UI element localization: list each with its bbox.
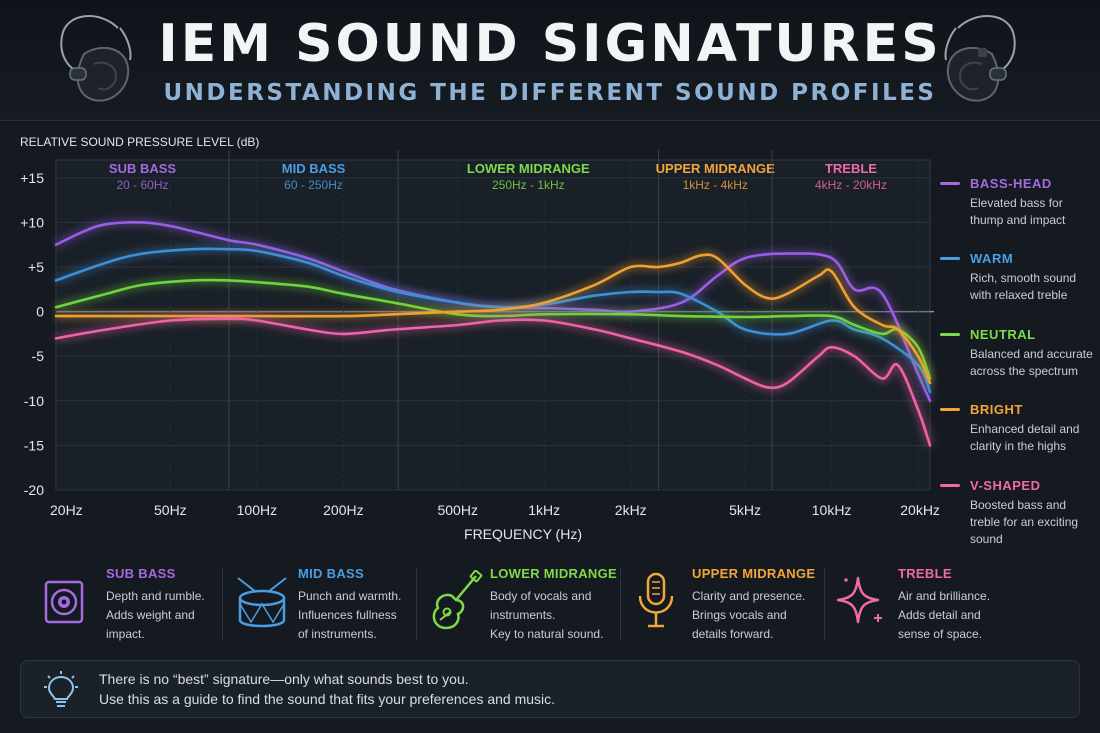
series-line-warm <box>54 247 932 394</box>
legend-item-neutral: NEUTRAL Balanced and accurate across the… <box>940 327 1100 380</box>
y-tick-label: -20 <box>24 482 44 498</box>
note-line-1: There is no “best” signature—only what s… <box>99 671 469 687</box>
legend-item-warm: WARM Rich, smooth sound with relaxed tre… <box>940 251 1100 304</box>
y-tick-label: +5 <box>28 259 44 275</box>
legend-desc: Rich, smooth sound with relaxed treble <box>970 271 1077 302</box>
series-line-v-shaped <box>54 317 932 447</box>
legend-desc: Balanced and accurate across the spectru… <box>970 347 1093 378</box>
legend-desc: Enhanced detail and clarity in the highs <box>970 422 1080 453</box>
band-name: SUB BASS <box>109 161 177 176</box>
divider <box>824 568 825 640</box>
legend-swatch <box>940 182 960 185</box>
card-text: Body of vocals and instruments. Key to n… <box>490 589 604 641</box>
legend-item-v-shaped: V-SHAPED Boosted bass and treble for an … <box>940 478 1100 548</box>
iem-earphone-right-icon <box>944 15 1016 102</box>
header: IEM SOUND SIGNATURES UNDERSTANDING THE D… <box>0 0 1100 121</box>
legend-name: BASS-HEAD <box>970 176 1052 191</box>
band-name: UPPER MIDRANGE <box>656 161 776 176</box>
legend-name: V-SHAPED <box>970 478 1041 493</box>
card-title: TREBLE <box>898 566 952 581</box>
x-tick-label: 100Hz <box>237 502 277 518</box>
legend-swatch <box>940 333 960 336</box>
lightbulb-icon <box>44 671 78 707</box>
legend-name: BRIGHT <box>970 402 1023 417</box>
card-upper-midrange: UPPER MIDRANGE Clarity and presence. Bri… <box>628 560 823 650</box>
band-range: 4kHz - 20kHz <box>815 178 887 192</box>
x-tick-label: 20Hz <box>50 502 83 518</box>
frequency-response-chart: +15 +10 +5 0 -5 -10 -15 -20 20Hz 50Hz 100Hz 200Hz 50… <box>0 120 1100 550</box>
divider <box>620 568 621 640</box>
x-tick-label: 20kHz <box>900 502 940 518</box>
divider <box>416 568 417 640</box>
band-name: MID BASS <box>282 161 346 176</box>
x-tick-label: 200Hz <box>323 502 363 518</box>
card-title: LOWER MIDRANGE <box>490 566 617 581</box>
band-range: 60 - 250Hz <box>284 178 343 192</box>
card-text: Air and brilliance. Adds detail and sens… <box>898 589 991 641</box>
chart-svg: +15 +10 +5 0 -5 -10 -15 -20 20Hz 50Hz 100Hz 200Hz 50… <box>20 135 940 542</box>
divider <box>222 568 223 640</box>
note-line-2: Use this as a guide to find the sound th… <box>99 691 556 707</box>
band-name: TREBLE <box>825 161 877 176</box>
x-tick-label: 5kHz <box>729 502 761 518</box>
y-tick-label: 0 <box>36 304 44 320</box>
x-tick-label: 2kHz <box>615 502 647 518</box>
x-tick-label: 10kHz <box>812 502 852 518</box>
card-title: UPPER MIDRANGE <box>692 566 816 581</box>
band-name: LOWER MIDRANGE <box>467 161 590 176</box>
band-range: 1kHz - 4kHz <box>683 178 748 192</box>
card-text: Clarity and presence. Brings vocals and … <box>692 589 806 641</box>
y-axis-title: RELATIVE SOUND PRESSURE LEVEL (dB) <box>20 135 259 149</box>
series-line-neutral <box>54 278 932 380</box>
guitar-icon <box>432 570 483 630</box>
card-title: MID BASS <box>298 566 364 581</box>
page-subtitle: UNDERSTANDING THE DIFFERENT SOUND PROFIL… <box>163 80 937 106</box>
x-axis-title: FREQUENCY (Hz) <box>464 526 582 542</box>
card-sub-bass: SUB BASS Depth and rumble. Adds weight a… <box>42 560 217 650</box>
iem-earphone-left-icon <box>60 15 132 102</box>
frequency-band-cards: SUB BASS Depth and rumble. Adds weight a… <box>0 560 1100 655</box>
legend-item-bright: BRIGHT Enhanced detail and clarity in th… <box>940 402 1100 455</box>
sparkle-icon <box>836 576 882 624</box>
y-tick-label: +10 <box>20 214 44 230</box>
card-text: Punch and warmth. Influences fullness of… <box>298 589 402 641</box>
y-tick-label: -5 <box>32 348 45 364</box>
y-tick-label: +15 <box>20 170 44 186</box>
legend-desc: Elevated bass for thump and impact <box>970 196 1066 227</box>
x-tick-label: 50Hz <box>154 502 187 518</box>
page-title: IEM SOUND SIGNATURES <box>158 14 942 74</box>
x-tick-label: 500Hz <box>437 502 477 518</box>
y-tick-label: -15 <box>24 437 44 453</box>
card-lower-midrange: LOWER MIDRANGE Body of vocals and instru… <box>426 560 621 650</box>
microphone-icon <box>638 572 674 628</box>
card-treble: TREBLE Air and brilliance. Adds detail a… <box>834 560 1044 650</box>
legend-swatch <box>940 484 960 487</box>
speaker-icon <box>44 580 84 624</box>
series-line-bright <box>54 253 932 385</box>
legend-swatch <box>940 257 960 260</box>
x-tick-label: 1kHz <box>528 502 560 518</box>
info-note: There is no “best” signature—only what s… <box>20 660 1080 718</box>
card-title: SUB BASS <box>106 566 176 581</box>
legend-desc: Boosted bass and treble for an exciting … <box>970 498 1079 546</box>
card-text: Depth and rumble. Adds weight and impact… <box>106 589 205 641</box>
card-mid-bass: MID BASS Punch and warmth. Influences fu… <box>234 560 419 650</box>
band-range: 250Hz - 1kHz <box>492 178 565 192</box>
legend-item-bass-head: BASS-HEAD Elevated bass for thump and im… <box>940 176 1100 229</box>
legend-name: NEUTRAL <box>970 327 1036 342</box>
legend-swatch <box>940 408 960 411</box>
band-range: 20 - 60Hz <box>116 178 168 192</box>
drum-icon <box>237 577 287 628</box>
y-tick-label: -10 <box>24 393 44 409</box>
legend-name: WARM <box>970 251 1014 266</box>
